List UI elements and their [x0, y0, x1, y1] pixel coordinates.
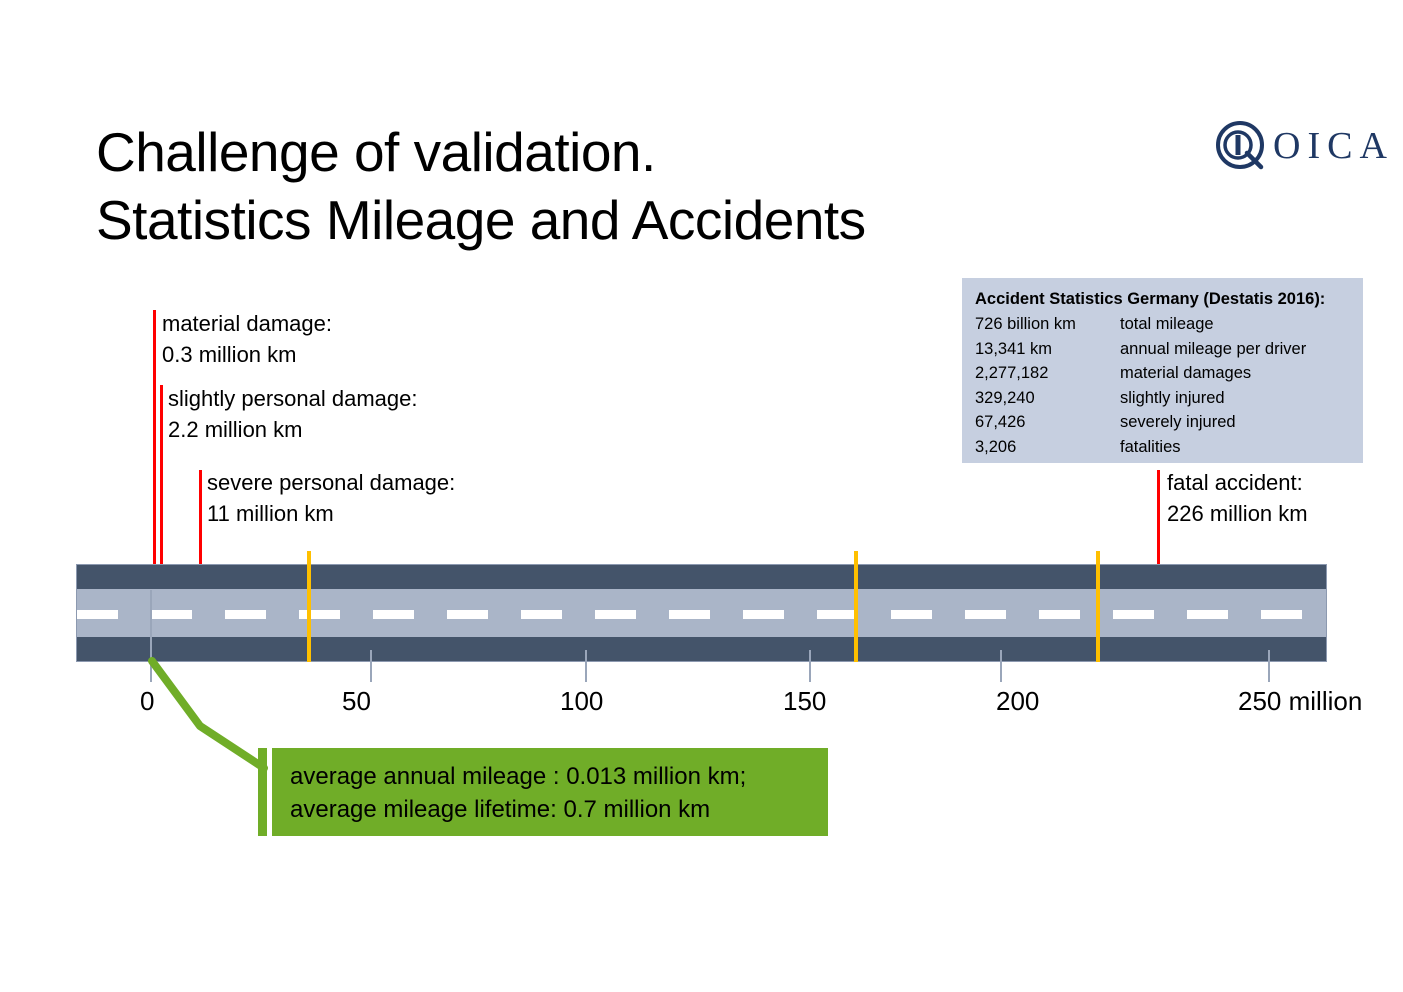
stats-rows: 726 billion km total mileage 13,341 km a…	[975, 312, 1363, 459]
axis-label-0: 0	[140, 686, 155, 716]
axis-label-200: 200	[996, 686, 1040, 716]
stats-label: fatalities	[1120, 437, 1181, 456]
oica-emblem-icon	[1213, 120, 1267, 174]
axis-tick-100	[585, 650, 587, 682]
marker-yellow-1	[307, 551, 311, 662]
stats-row: 3,206 fatalities	[975, 435, 1363, 460]
callout-severe-personal-damage: severe personal damage: 11 million km	[207, 470, 456, 526]
axis-tick-200	[1000, 650, 1002, 682]
marker-slightly-personal-damage	[160, 385, 163, 662]
page-title: Challenge of validation. Statistics Mile…	[96, 121, 866, 251]
stats-label: total mileage	[1120, 315, 1214, 333]
stats-box-title: Accident Statistics Germany (Destatis 20…	[975, 290, 1326, 308]
callout-fatal-accident: fatal accident: 226 million km	[1167, 470, 1308, 526]
marker-material-damage	[153, 310, 156, 662]
stats-row: 726 billion km total mileage	[975, 312, 1363, 337]
road-graphic	[76, 564, 1327, 662]
stats-row: 13,341 km annual mileage per driver	[975, 337, 1363, 362]
axis-label-150: 150	[783, 686, 827, 716]
stats-value: 13,341 km	[975, 339, 1053, 358]
green-annotation-box: average annual mileage : 0.013 million k…	[272, 748, 828, 836]
stats-value: 2,277,182	[975, 364, 1049, 382]
stats-label: severely injured	[1120, 413, 1236, 431]
stats-label: annual mileage per driver	[1120, 339, 1307, 358]
callout-material-damage: material damage: 0.3 million km	[162, 311, 332, 367]
stats-value: 3,206	[975, 437, 1017, 456]
road-band-bottom	[77, 637, 1326, 661]
stats-row: 329,240 slightly injured	[975, 386, 1363, 411]
axis-tick-250	[1268, 650, 1270, 682]
axis-label-250: 250 million	[1238, 686, 1363, 716]
axis-tick-50	[370, 650, 372, 682]
road-center-dashes	[77, 610, 1326, 619]
marker-yellow-3	[1096, 551, 1100, 662]
stats-value: 67,426	[975, 413, 1026, 431]
accident-statistics-box: Accident Statistics Germany (Destatis 20…	[962, 278, 1363, 463]
stats-label: material damages	[1120, 364, 1252, 382]
axis-label-50: 50	[342, 686, 371, 716]
green-box-line-2: average mileage lifetime: 0.7 million km	[290, 796, 711, 823]
stats-row: 67,426 severely injured	[975, 410, 1363, 435]
callout-slightly-personal-damage: slightly personal damage: 2.2 million km	[168, 386, 418, 442]
green-accent-bar	[258, 748, 267, 836]
axis-tick-150	[809, 650, 811, 682]
oica-logo: OICA	[1213, 118, 1403, 180]
marker-yellow-2	[854, 551, 858, 662]
axis-tick-0	[150, 590, 152, 682]
green-box-line-1: average annual mileage : 0.013 million k…	[290, 763, 747, 790]
stats-value: 726 billion km	[975, 315, 1076, 333]
road-band-top	[77, 565, 1326, 589]
stats-row: 2,277,182 material damages	[975, 361, 1363, 386]
stats-value: 329,240	[975, 388, 1035, 407]
axis-label-100: 100	[560, 686, 604, 716]
oica-wordmark: OICA	[1273, 125, 1394, 167]
stats-label: slightly injured	[1120, 388, 1225, 407]
